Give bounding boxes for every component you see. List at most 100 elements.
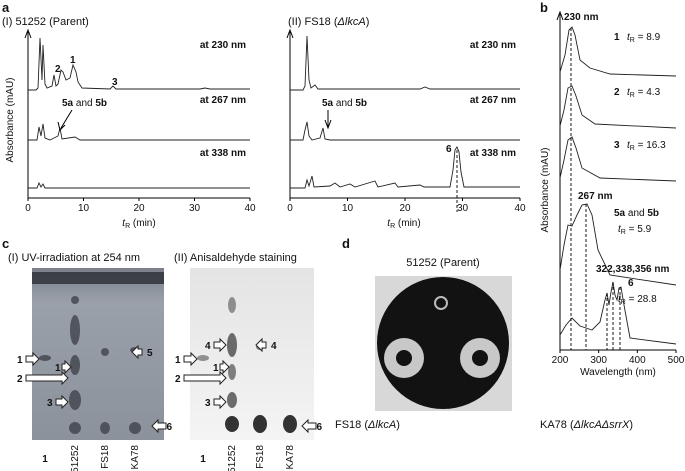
rt-part: t	[618, 294, 622, 305]
x-tick-label: 200	[552, 355, 569, 366]
arrow	[301, 418, 317, 434]
x-axis-label: tR (min)	[387, 218, 420, 230]
label-part: R	[125, 223, 130, 230]
x-tick-label: 10	[78, 203, 90, 214]
trace	[559, 26, 677, 77]
plate-label: KA78 (ΔlkcAΔsrrX)	[540, 419, 633, 431]
band-label: 4	[205, 341, 211, 352]
chart-title: (II) FS18 (ΔlkcA)	[288, 16, 369, 28]
label-part: t	[387, 218, 391, 229]
panel-label: c	[2, 236, 9, 251]
gel-image	[190, 268, 314, 440]
band-label: 4	[271, 341, 277, 352]
axis	[286, 28, 520, 199]
wavelength-label: at 230 nm	[200, 40, 246, 51]
lane-label: KA78	[285, 445, 296, 470]
band-label: 3	[205, 398, 211, 409]
gel-bands	[197, 297, 297, 433]
x-tick-label: 0	[287, 203, 293, 214]
peak-label: 230 nm	[564, 12, 599, 23]
x-tick-label: 500	[668, 355, 685, 366]
annotation: 5a and 5b	[62, 98, 107, 109]
annot-part: 5b	[355, 98, 367, 109]
x-tick-label: 20	[133, 203, 145, 214]
rt-part: t	[618, 224, 622, 235]
title-part: )	[366, 16, 370, 28]
x-axis-label: tR (min)	[122, 218, 155, 230]
lane-label: KA78	[130, 445, 141, 470]
chart-title: (I) 51252 (Parent)	[2, 16, 89, 28]
lane-label: FS18	[100, 445, 111, 469]
label-part: R	[390, 223, 395, 230]
trace	[290, 121, 520, 141]
annotation: 5a and 5b	[322, 98, 367, 109]
band-label: 1	[175, 355, 181, 366]
band-label: 6	[166, 422, 172, 433]
gel-annotations: 1 51252 FS18 KA78 1 51252 FS18 KA78121356124134…	[17, 337, 322, 471]
label-part: ΔlkcAΔsrrX	[573, 419, 630, 431]
x-tick-label: 10	[342, 203, 354, 214]
arrow	[151, 418, 167, 434]
arrow	[25, 370, 69, 386]
label-part: ΔlkcA	[367, 419, 396, 431]
plate-label: FS18 (ΔlkcA)	[335, 419, 400, 431]
trace	[559, 136, 677, 182]
trace	[28, 37, 250, 91]
arrow	[25, 351, 40, 367]
label-part: (min)	[130, 218, 156, 229]
lane-label: 51252	[70, 445, 81, 471]
lane-label: 1	[200, 454, 206, 465]
label-part: (min)	[395, 218, 421, 229]
band-label: 1	[55, 363, 61, 374]
plate-label: 51252 (Parent)	[406, 257, 479, 269]
lane-label: FS18	[255, 445, 266, 469]
trace	[290, 35, 520, 91]
x-tick-label: 40	[514, 203, 526, 214]
rt-part: t	[627, 140, 631, 151]
axis	[556, 10, 676, 351]
annot-part: 5a	[62, 98, 74, 109]
axis	[24, 28, 250, 199]
x-tick-label: 20	[399, 203, 411, 214]
panel-label: b	[540, 0, 548, 15]
panel-label: d	[342, 236, 350, 251]
lane-label: 51252	[227, 445, 238, 471]
id-part: 5b	[647, 208, 659, 219]
id-part: and	[625, 208, 647, 219]
well	[472, 350, 488, 366]
band-label: 1	[17, 355, 23, 366]
arrow	[57, 109, 73, 131]
retention-time: tR = 28.8	[618, 294, 657, 306]
annot-part: and	[333, 98, 355, 109]
wavelength-label: at 338 nm	[200, 148, 246, 159]
wavelength-labels: at 230 nm at 230 nm at 267 nm at 267 nm at 3…	[200, 40, 516, 159]
arrow	[55, 394, 69, 410]
compound-labels: 1 tR = 8.92 tR = 4.33 tR = 16.35a and 5btR …	[614, 32, 666, 306]
compound-id: 2	[614, 87, 620, 98]
label-part: KA78 (	[540, 419, 574, 431]
label-part: t	[122, 218, 126, 229]
rt-part: R	[621, 299, 626, 306]
x-tick-label: 30	[457, 203, 469, 214]
rt-part: = 4.3	[635, 87, 661, 98]
y-axis-label: Absorbance (mAU)	[540, 147, 551, 232]
band-label: 2	[175, 374, 181, 385]
peak-label: 6	[446, 144, 452, 155]
peak-label: 267 nm	[578, 191, 613, 202]
arrow	[183, 351, 198, 367]
x-axis-label: Wavelength (nm)	[580, 367, 656, 378]
y-axis-label: Absorbance (mAU)	[5, 77, 16, 162]
wavelength-label: at 338 nm	[470, 148, 516, 159]
peak-label: 2	[55, 64, 61, 75]
arrow	[131, 344, 143, 360]
rt-part: t	[627, 87, 631, 98]
x-tick-label: 400	[629, 355, 646, 366]
peak-label: 3	[112, 77, 118, 88]
arrow	[219, 359, 230, 375]
wavelength-label: at 267 nm	[200, 95, 246, 106]
retention-time: tR = 8.9	[627, 32, 661, 44]
rt-part: = 16.3	[635, 140, 666, 151]
retention-time: tR = 4.3	[627, 87, 661, 99]
